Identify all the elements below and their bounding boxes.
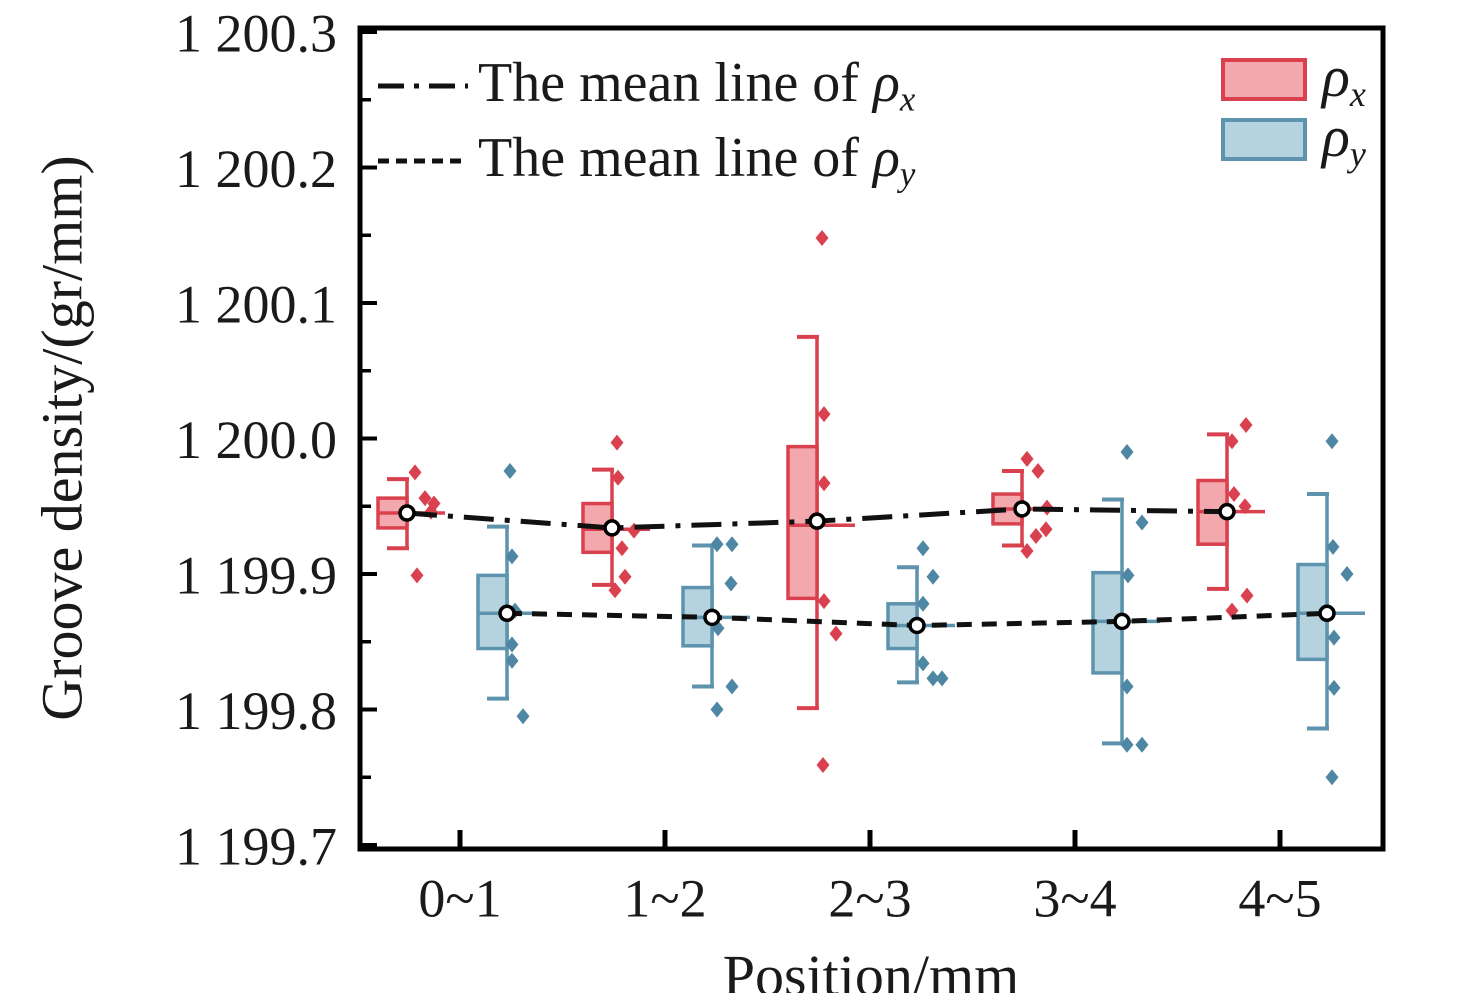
mean-line-rho_y xyxy=(498,604,1336,635)
plot-border xyxy=(357,25,1386,852)
x-axis-title: Position/mm xyxy=(722,943,1020,993)
legend-series-x: ρx xyxy=(1220,44,1366,115)
svg-text:1~2: 1~2 xyxy=(623,868,706,928)
y-axis-title: Groove density/(gr/mm) xyxy=(29,155,95,721)
svg-text:0~1: 0~1 xyxy=(418,868,501,928)
svg-text:3~4: 3~4 xyxy=(1033,868,1116,928)
legend-mean-line-x: The mean line of ρx xyxy=(376,48,915,123)
svg-text:1 200.3: 1 200.3 xyxy=(175,3,337,63)
y-axis-ticks: 1 199.7 1 199.8 1 199.9 1 200.0 1 200.1 1 200… xyxy=(175,3,377,876)
legend-mean-line-y-label: The mean line of ρy xyxy=(478,127,916,194)
svg-text:1 199.7: 1 199.7 xyxy=(175,816,337,876)
svg-text:4~5: 4~5 xyxy=(1238,868,1321,928)
legend-series: ρx ρy xyxy=(1220,44,1366,175)
rho-y-label: ρy xyxy=(1322,104,1366,175)
x-axis-ticks: 0~1 1~2 2~3 3~4 4~5 xyxy=(418,830,1322,928)
svg-text:1 199.8: 1 199.8 xyxy=(175,681,337,741)
rho-x-swatch xyxy=(1221,58,1307,101)
legend-series-y: ρy xyxy=(1220,104,1366,175)
svg-text:1 199.9: 1 199.9 xyxy=(175,545,337,605)
dashed-line-sample xyxy=(378,158,468,163)
rho-x-label: ρx xyxy=(1322,44,1366,115)
legend-mean-line-x-label: The mean line of ρx xyxy=(478,52,916,119)
legend-mean-line-y: The mean line of ρy xyxy=(376,123,915,198)
svg-text:2~3: 2~3 xyxy=(828,868,911,928)
svg-text:1 200.1: 1 200.1 xyxy=(175,274,337,334)
legend-mean-lines: The mean line of ρx The mean line of ρy xyxy=(376,48,915,198)
dash-dot-line-sample xyxy=(378,83,468,88)
rho-y-swatch xyxy=(1221,118,1307,161)
series-rho_x xyxy=(376,229,1265,774)
svg-text:1 200.0: 1 200.0 xyxy=(175,410,337,470)
mean-line-rho_x xyxy=(398,500,1236,537)
svg-text:1 200.2: 1 200.2 xyxy=(175,139,337,199)
